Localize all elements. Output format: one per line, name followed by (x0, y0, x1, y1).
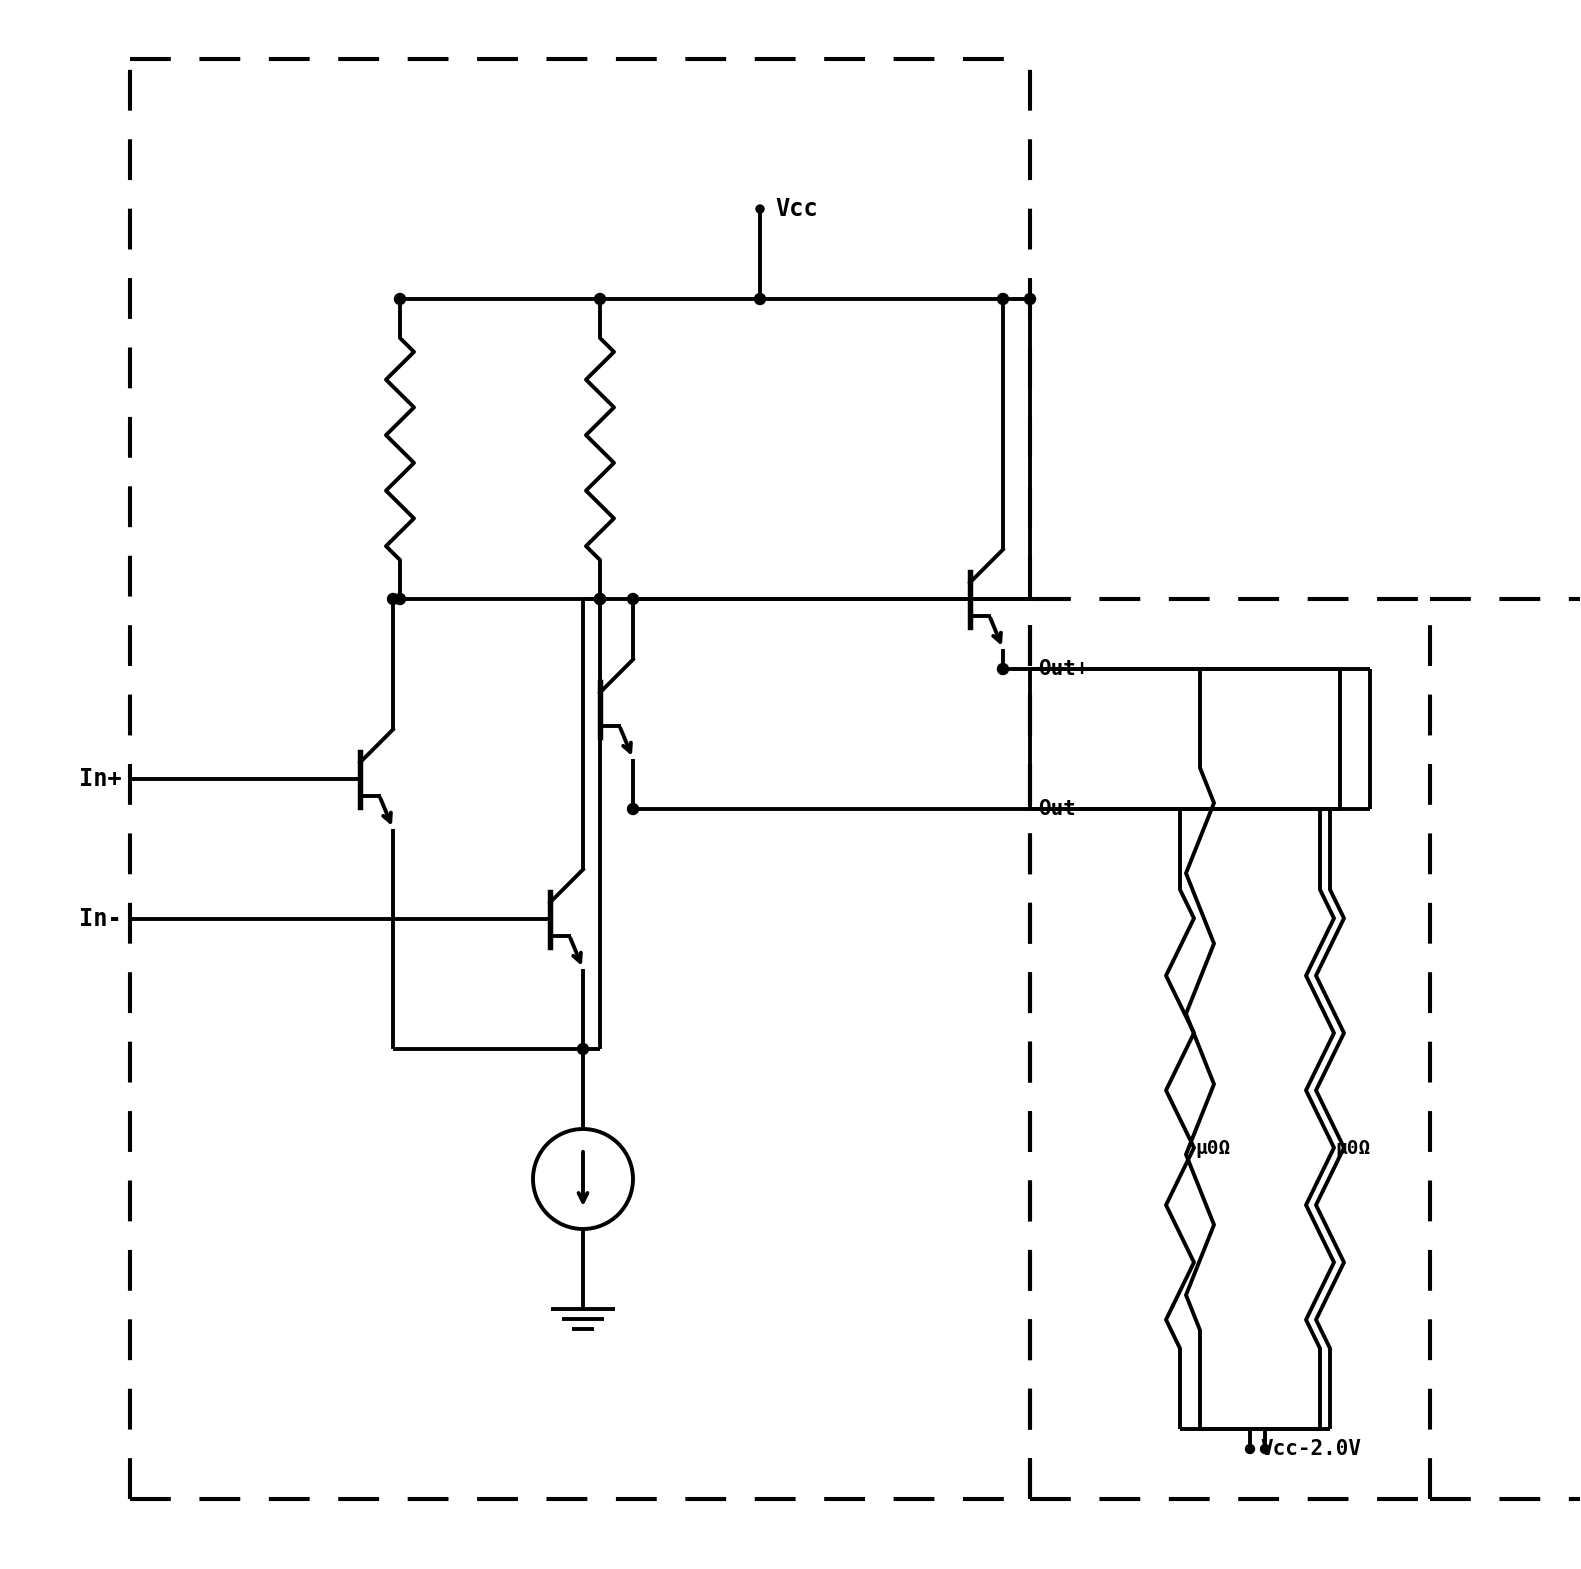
Circle shape (756, 206, 764, 213)
Circle shape (577, 1043, 588, 1054)
Circle shape (1260, 1445, 1270, 1453)
Text: Vcc-2.0V: Vcc-2.0V (1260, 1439, 1361, 1459)
Circle shape (395, 293, 405, 304)
Text: µ0Ω: µ0Ω (1334, 1139, 1371, 1158)
Circle shape (628, 593, 639, 604)
Circle shape (395, 593, 405, 604)
Text: In+: In+ (79, 767, 122, 791)
Text: Vcc: Vcc (775, 198, 817, 221)
Circle shape (1024, 293, 1036, 304)
Text: Out-: Out- (1039, 799, 1088, 819)
Circle shape (998, 293, 1009, 304)
Circle shape (628, 803, 639, 814)
Text: In-: In- (79, 907, 122, 930)
Circle shape (998, 664, 1009, 675)
Text: µ0Ω: µ0Ω (1195, 1139, 1230, 1158)
Circle shape (1246, 1445, 1254, 1453)
Text: Out+: Out+ (1039, 659, 1088, 679)
Circle shape (594, 293, 606, 304)
Circle shape (594, 593, 606, 604)
Circle shape (754, 293, 765, 304)
Circle shape (387, 593, 398, 604)
Circle shape (594, 593, 606, 604)
